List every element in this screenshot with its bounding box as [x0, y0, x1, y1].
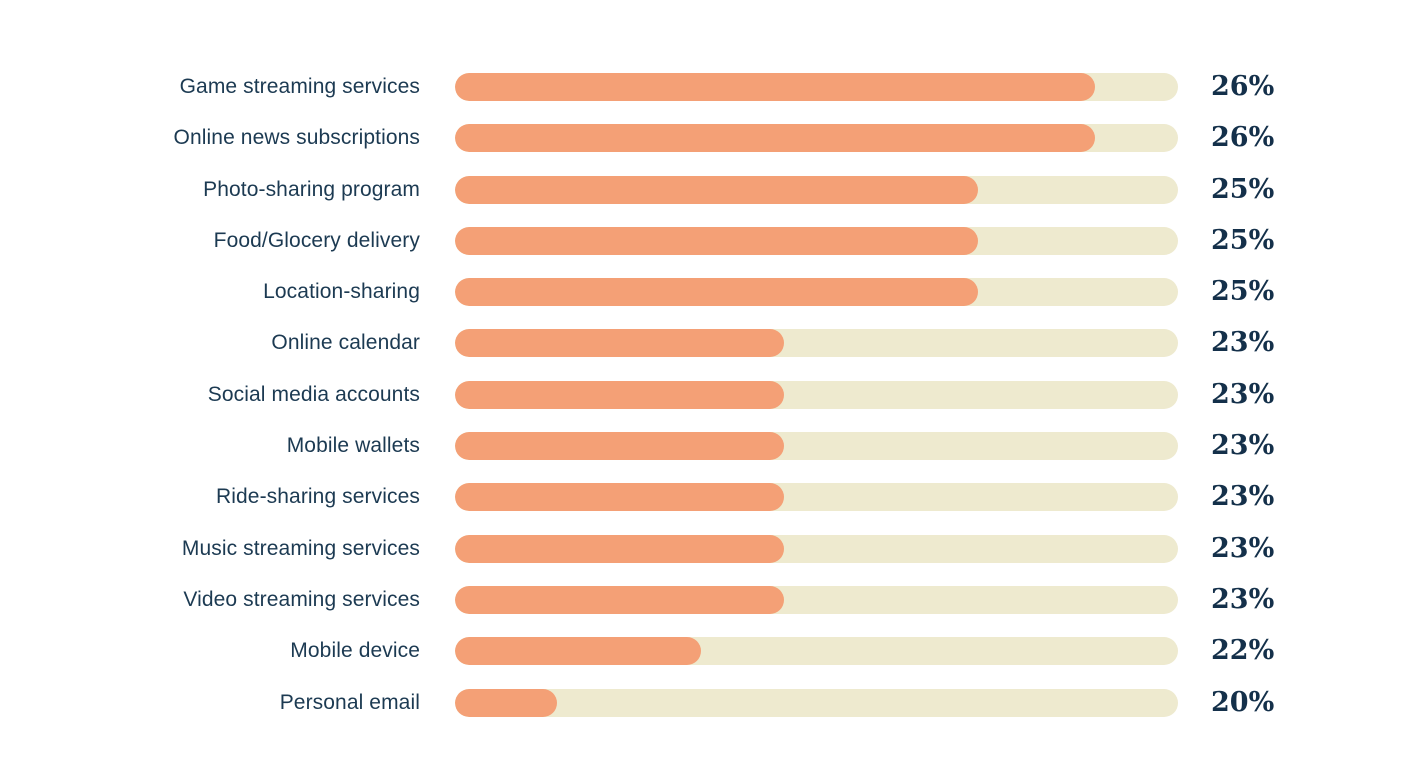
bar-fill	[455, 688, 557, 717]
chart-row: Online news subscriptions 26%	[0, 122, 1404, 154]
bar-track	[455, 380, 1178, 409]
bar-track	[455, 534, 1178, 563]
chart-row: Social media accounts 23%	[0, 378, 1404, 410]
value-label: 26%	[1211, 71, 1275, 102]
bar-fill	[455, 329, 784, 358]
value-label: 26%	[1211, 122, 1275, 154]
horizontal-bar-chart: Game streaming services 26% Online news …	[0, 73, 1404, 740]
category-label: Online news subscriptions	[173, 126, 420, 150]
category-label: Mobile device	[290, 639, 420, 663]
bar-track	[455, 329, 1178, 358]
chart-row: Online calendar 23%	[0, 327, 1404, 359]
chart-row: Mobile device 22%	[0, 635, 1404, 667]
bar-fill	[455, 175, 978, 204]
chart-row: Food/Glocery delivery 25%	[0, 224, 1404, 256]
bar-track	[455, 637, 1178, 666]
bar-track	[455, 278, 1178, 307]
category-label: Location-sharing	[263, 280, 420, 304]
value-label: 25%	[1211, 276, 1275, 308]
value-label: 25%	[1211, 173, 1275, 205]
bar-track	[455, 73, 1178, 101]
category-label: Ride-sharing services	[215, 485, 420, 509]
category-label: Food/Glocery delivery	[213, 228, 420, 252]
bar-track	[455, 124, 1178, 153]
category-label: Mobile wallets	[286, 434, 420, 458]
chart-row: Ride-sharing services 23%	[0, 481, 1404, 513]
bar-fill	[455, 585, 784, 614]
value-label: 22%	[1211, 635, 1275, 667]
bar-track	[455, 688, 1178, 717]
value-label: 23%	[1211, 481, 1275, 513]
bar-track	[455, 483, 1178, 512]
category-label: Music streaming services	[181, 536, 420, 560]
bar-fill	[455, 73, 1095, 101]
category-label: Social media accounts	[207, 382, 420, 406]
chart-row: Music streaming services 23%	[0, 532, 1404, 564]
bar-fill	[455, 278, 978, 307]
bar-fill	[455, 637, 701, 666]
value-label: 20%	[1211, 686, 1275, 718]
chart-row: Photo-sharing program 25%	[0, 173, 1404, 205]
bar-fill	[455, 124, 1095, 153]
chart-row: Video streaming services 23%	[0, 583, 1404, 615]
value-label: 23%	[1211, 327, 1275, 359]
bar-track	[455, 585, 1178, 614]
value-label: 25%	[1211, 224, 1275, 256]
value-label: 23%	[1211, 430, 1275, 462]
bar-track	[455, 432, 1178, 461]
value-label: 23%	[1211, 583, 1275, 615]
bar-track	[455, 175, 1178, 204]
category-label: Video streaming services	[183, 587, 420, 611]
value-label: 23%	[1211, 378, 1275, 410]
bar-fill	[455, 534, 784, 563]
category-label: Photo-sharing program	[203, 177, 420, 201]
bar-fill	[455, 432, 784, 461]
bar-track	[455, 226, 1178, 255]
chart-row: Game streaming services 26%	[0, 73, 1404, 101]
value-label: 23%	[1211, 532, 1275, 564]
bar-fill	[455, 226, 978, 255]
bar-fill	[455, 483, 784, 512]
chart-row: Mobile wallets 23%	[0, 430, 1404, 462]
category-label: Online calendar	[271, 331, 420, 355]
category-label: Personal email	[279, 690, 420, 714]
chart-row: Personal email 20%	[0, 686, 1404, 718]
bar-fill	[455, 380, 784, 409]
chart-row: Location-sharing 25%	[0, 276, 1404, 308]
category-label: Game streaming services	[179, 75, 420, 98]
